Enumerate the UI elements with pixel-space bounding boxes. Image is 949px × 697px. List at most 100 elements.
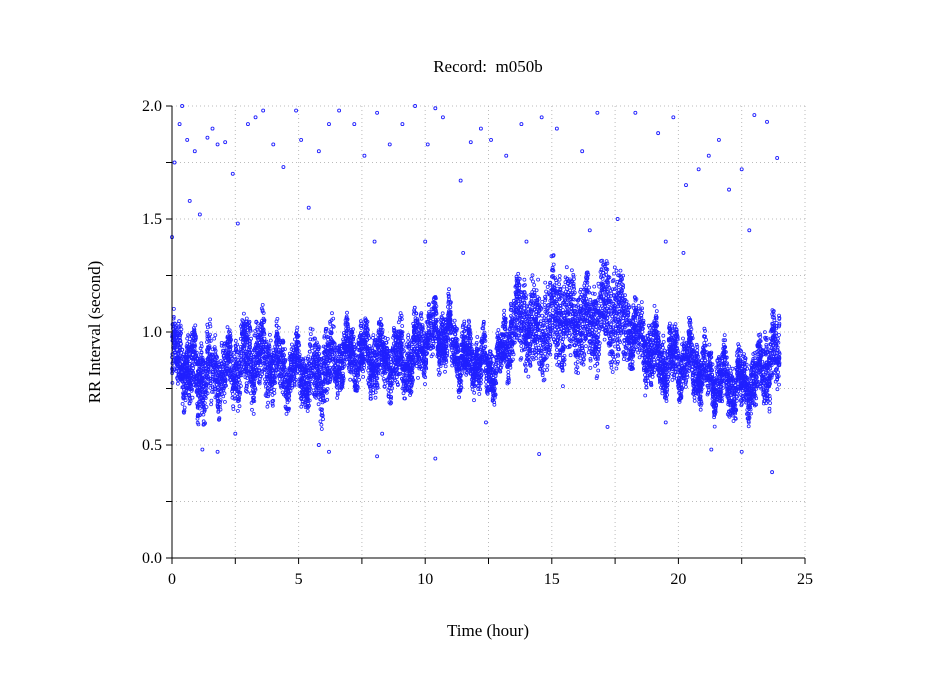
data-point — [730, 366, 735, 371]
grid-lines — [172, 105, 806, 558]
data-point — [600, 258, 605, 263]
data-point — [171, 306, 176, 311]
data-point — [610, 370, 615, 374]
data-point — [594, 356, 598, 361]
data-point — [705, 392, 710, 397]
data-point — [361, 374, 366, 379]
data-point — [529, 276, 534, 281]
data-point — [618, 268, 623, 273]
data-point — [423, 382, 427, 387]
data-point — [750, 359, 755, 363]
data-point — [699, 401, 704, 406]
data-point — [208, 338, 213, 343]
data-point — [478, 387, 483, 392]
data-point — [551, 273, 555, 278]
data-point — [502, 312, 506, 317]
data-point — [276, 325, 281, 330]
data-point — [416, 375, 420, 380]
data-point — [378, 317, 383, 321]
data-point — [199, 341, 204, 346]
data-point — [518, 357, 523, 362]
data-point — [636, 303, 641, 308]
data-point — [538, 343, 543, 348]
data-point — [564, 265, 569, 270]
data-point — [225, 325, 230, 330]
data-point — [368, 394, 373, 399]
data-point — [695, 348, 700, 353]
data-point — [319, 422, 324, 427]
data-point — [222, 399, 227, 404]
data-point — [319, 427, 324, 431]
data-point — [557, 282, 561, 287]
data-point — [540, 370, 545, 375]
data-point — [357, 377, 361, 382]
data-point — [335, 395, 340, 400]
data-point — [576, 303, 580, 308]
data-point — [616, 273, 620, 278]
data-point — [305, 409, 310, 413]
data-point — [233, 338, 238, 343]
data-point — [241, 311, 246, 316]
data-point — [609, 365, 614, 370]
data-point — [536, 277, 540, 282]
data-point — [462, 319, 467, 324]
data-point — [210, 347, 215, 352]
data-point — [443, 364, 448, 369]
data-point — [208, 317, 213, 322]
data-point — [581, 348, 585, 353]
data-point — [562, 284, 566, 289]
data-point — [775, 387, 780, 392]
data-point — [525, 351, 530, 356]
data-point — [373, 390, 378, 395]
data-point — [540, 299, 545, 304]
data-point — [267, 332, 272, 337]
data-point — [644, 381, 649, 386]
data-point — [531, 279, 535, 284]
data-point — [267, 342, 271, 347]
data-point — [345, 310, 349, 315]
data-point — [208, 385, 213, 390]
data-point — [670, 377, 675, 382]
data-point — [325, 397, 330, 402]
data-point — [447, 287, 451, 292]
data-point — [596, 368, 601, 373]
data-point — [587, 285, 591, 290]
data-point — [584, 344, 588, 349]
data-point — [571, 297, 575, 302]
data-point — [292, 337, 297, 342]
data-point — [322, 334, 327, 339]
data-point — [692, 398, 697, 403]
data-point — [595, 374, 600, 379]
data-point — [563, 280, 568, 285]
data-point — [440, 311, 445, 316]
data-point — [555, 347, 559, 352]
data-point — [185, 336, 190, 341]
data-point — [746, 424, 751, 429]
data-point — [681, 336, 685, 341]
data-point — [661, 333, 666, 338]
data-point — [519, 344, 524, 348]
data-point — [477, 392, 482, 396]
data-point — [237, 404, 242, 409]
data-point — [289, 342, 294, 347]
data-point — [573, 361, 578, 366]
data-point — [522, 277, 527, 282]
data-point — [752, 356, 757, 361]
data-point — [542, 377, 547, 382]
data-point — [617, 347, 621, 352]
data-point — [680, 350, 685, 355]
data-point — [235, 408, 240, 413]
y-axis-label: RR Interval (second) — [85, 261, 104, 404]
data-point — [212, 336, 217, 341]
data-point — [640, 329, 645, 334]
data-points — [170, 104, 782, 475]
data-point — [601, 262, 606, 267]
data-point — [318, 419, 323, 424]
chart-title: Record: m050b — [433, 57, 543, 76]
data-point — [551, 254, 555, 258]
data-point — [250, 407, 254, 412]
data-point — [545, 285, 550, 289]
data-point — [692, 395, 697, 400]
data-point — [688, 325, 693, 329]
data-point — [568, 353, 573, 358]
